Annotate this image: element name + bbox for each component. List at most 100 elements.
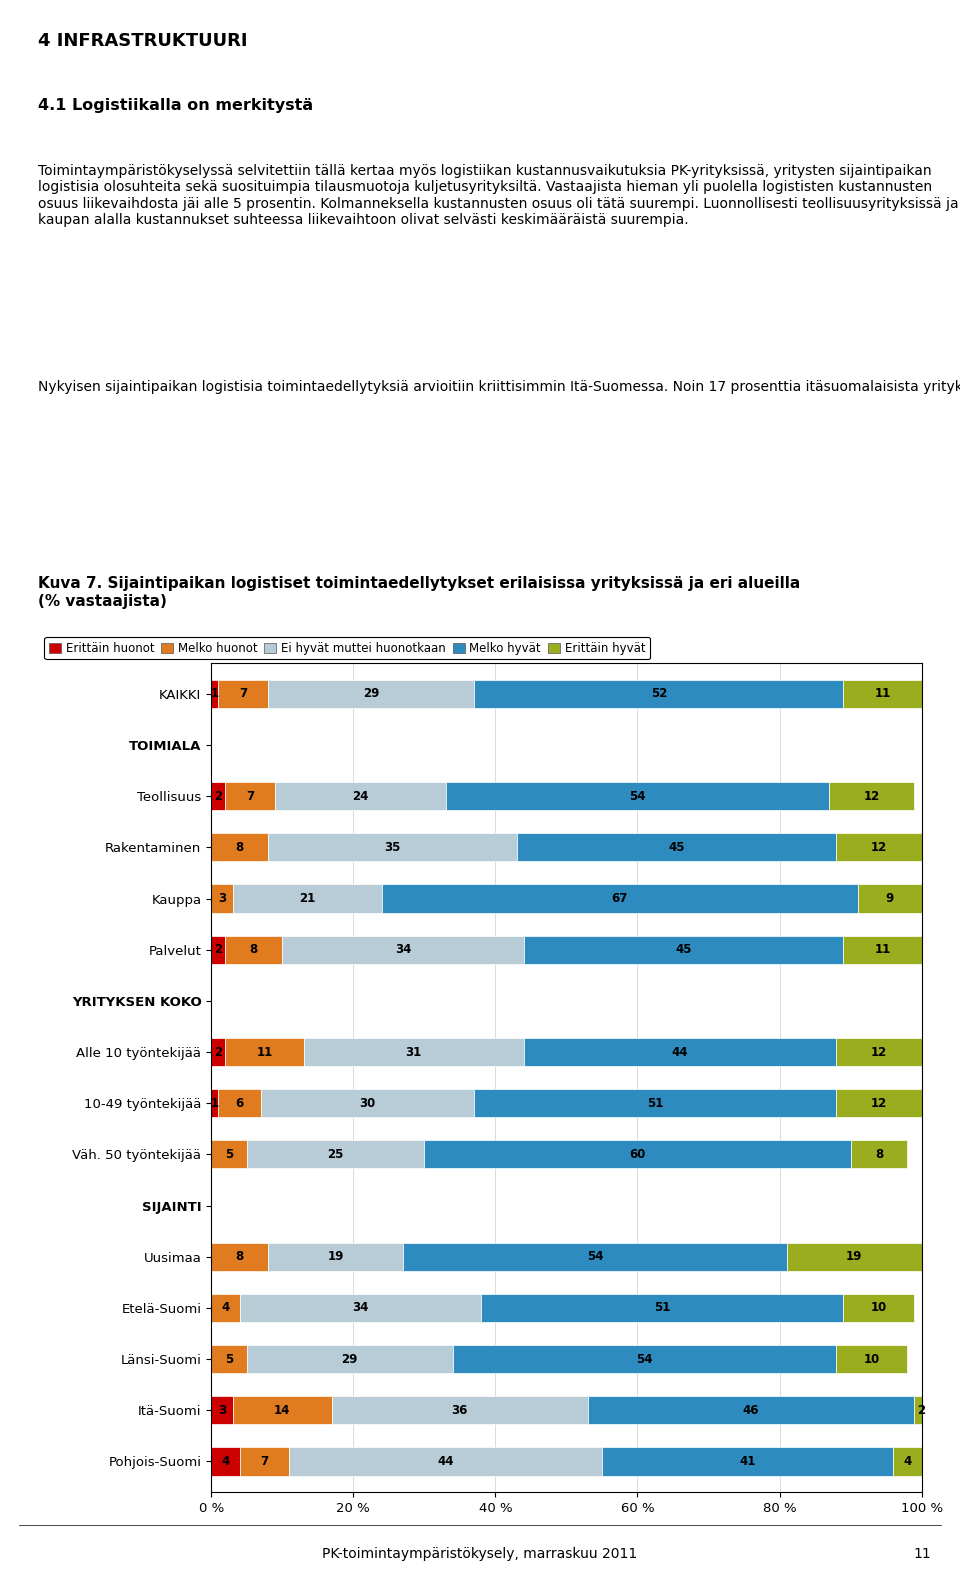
Text: 6: 6 (235, 1097, 244, 1110)
Bar (276, 782, 445, 810)
Text: 2: 2 (214, 790, 223, 802)
Text: 19: 19 (846, 1251, 862, 1263)
Text: 5: 5 (225, 1353, 233, 1366)
Text: 46: 46 (743, 1404, 759, 1416)
Text: 45: 45 (676, 943, 692, 957)
Bar (516, 834, 836, 862)
Text: 8: 8 (875, 1148, 883, 1161)
Text: 12: 12 (871, 842, 887, 854)
Bar (240, 1448, 289, 1475)
Bar (844, 681, 922, 707)
Text: 31: 31 (405, 1045, 421, 1058)
Bar (218, 1090, 261, 1118)
Text: 8: 8 (235, 842, 244, 854)
Text: 51: 51 (647, 1097, 663, 1110)
Bar (211, 1090, 218, 1118)
Bar (268, 1243, 403, 1271)
Text: 11: 11 (914, 1547, 931, 1560)
Bar (211, 884, 232, 913)
Bar (453, 1345, 836, 1374)
Text: 29: 29 (363, 687, 379, 701)
Bar (211, 1448, 240, 1475)
Bar (857, 884, 922, 913)
Bar (211, 1243, 268, 1271)
Bar (481, 1293, 844, 1322)
Bar (893, 1448, 922, 1475)
Bar (836, 834, 922, 862)
Text: Kuva 7. Sijaintipaikan logistiset toimintaedellytykset erilaisissa yrityksissä j: Kuva 7. Sijaintipaikan logistiset toimin… (38, 576, 801, 609)
Text: 14: 14 (274, 1404, 291, 1416)
Text: 11: 11 (256, 1045, 273, 1058)
Bar (836, 1037, 922, 1066)
Bar (844, 936, 922, 963)
Text: 35: 35 (384, 842, 400, 854)
Bar (226, 782, 276, 810)
Bar (588, 1396, 915, 1424)
Bar (524, 1037, 836, 1066)
Text: 1: 1 (210, 1097, 219, 1110)
Text: 54: 54 (636, 1353, 653, 1366)
Text: 44: 44 (438, 1454, 454, 1468)
Bar (844, 1293, 915, 1322)
Text: 45: 45 (668, 842, 684, 854)
Bar (226, 936, 282, 963)
Text: 7: 7 (239, 687, 248, 701)
Bar (382, 884, 857, 913)
Text: 11: 11 (875, 943, 891, 957)
Text: 1: 1 (210, 687, 219, 701)
Bar (232, 1396, 332, 1424)
Text: 19: 19 (327, 1251, 344, 1263)
Text: 54: 54 (629, 790, 646, 802)
Bar (211, 782, 226, 810)
Text: 4: 4 (903, 1454, 911, 1468)
Text: 8: 8 (250, 943, 258, 957)
Bar (226, 1037, 303, 1066)
Bar (424, 1140, 851, 1168)
Text: 8: 8 (235, 1251, 244, 1263)
Bar (836, 1345, 907, 1374)
Text: Toimintaympäristökyselyssä selvitettiin tällä kertaa myös logistiikan kustannusv: Toimintaympäristökyselyssä selvitettiin … (38, 164, 959, 227)
Text: 9: 9 (885, 892, 894, 905)
Text: 29: 29 (342, 1353, 358, 1366)
Bar (474, 681, 844, 707)
Bar (332, 1396, 588, 1424)
Text: 60: 60 (629, 1148, 646, 1161)
Text: 4.1 Logistiikalla on merkitystä: 4.1 Logistiikalla on merkitystä (38, 98, 314, 112)
Text: 52: 52 (651, 687, 667, 701)
Bar (211, 1345, 247, 1374)
Text: 36: 36 (451, 1404, 468, 1416)
Text: 3: 3 (218, 1404, 226, 1416)
Text: 2: 2 (214, 1045, 223, 1058)
Legend: Erittäin huonot, Melko huonot, Ei hyvät muttei huonotkaan, Melko hyvät, Erittäin: Erittäin huonot, Melko huonot, Ei hyvät … (44, 636, 650, 660)
Text: 7: 7 (246, 790, 254, 802)
Bar (211, 1037, 226, 1066)
Bar (240, 1293, 481, 1322)
Bar (247, 1345, 453, 1374)
Text: PK-toimintaympäristökysely, marraskuu 2011: PK-toimintaympäristökysely, marraskuu 20… (323, 1547, 637, 1560)
Bar (232, 884, 382, 913)
Bar (602, 1448, 893, 1475)
Text: 30: 30 (359, 1097, 375, 1110)
Text: 44: 44 (672, 1045, 688, 1058)
Text: 34: 34 (352, 1301, 369, 1314)
Text: 10: 10 (871, 1301, 887, 1314)
Text: 2: 2 (918, 1404, 925, 1416)
Bar (211, 1293, 240, 1322)
Bar (829, 782, 915, 810)
Bar (211, 834, 268, 862)
Bar (247, 1140, 424, 1168)
Text: 3: 3 (218, 892, 226, 905)
Text: 7: 7 (260, 1454, 269, 1468)
Text: 21: 21 (299, 892, 315, 905)
Bar (268, 834, 516, 862)
Text: Nykyisen sijaintipaikan logistisia toimintaedellytyksiä arvioitiin kriittisimmin: Nykyisen sijaintipaikan logistisia toimi… (38, 379, 960, 393)
Text: 25: 25 (327, 1148, 344, 1161)
Bar (211, 936, 226, 963)
Bar (261, 1090, 474, 1118)
Text: 4 INFRASTRUKTUURI: 4 INFRASTRUKTUURI (38, 32, 248, 49)
Bar (445, 782, 829, 810)
Bar (836, 1090, 922, 1118)
Bar (303, 1037, 524, 1066)
Bar (786, 1243, 922, 1271)
Bar (915, 1396, 928, 1424)
